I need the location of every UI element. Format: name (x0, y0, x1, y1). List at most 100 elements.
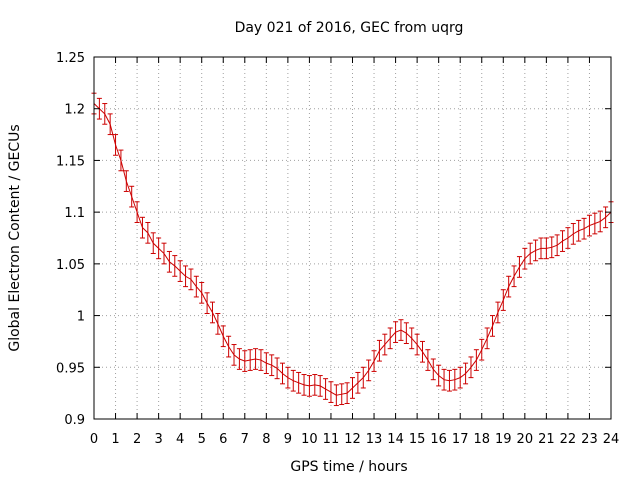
x-tick-label: 13 (366, 432, 383, 447)
error-bar (436, 364, 442, 387)
error-bar (209, 301, 215, 324)
error-bar (339, 383, 345, 406)
error-bar (145, 221, 151, 244)
error-bar (425, 349, 431, 371)
x-tick-label: 20 (517, 432, 534, 447)
error-bar (409, 327, 415, 350)
x-tick-label: 15 (409, 432, 426, 447)
y-tick-label: 1.25 (56, 51, 85, 66)
y-tick-label: 0.9 (64, 413, 85, 428)
error-bar (393, 321, 399, 343)
x-tick-label: 18 (473, 432, 490, 447)
error-bar (215, 313, 221, 335)
y-tick-label: 1.15 (56, 154, 85, 169)
x-axis-label: GPS time / hours (290, 459, 407, 475)
y-tick-label: 1.1 (64, 206, 85, 221)
error-bar (592, 212, 598, 235)
error-bar (554, 234, 560, 257)
x-tick-label: 24 (603, 432, 620, 447)
error-bar (172, 255, 178, 277)
error-bar (490, 315, 496, 337)
error-bar (506, 275, 512, 298)
error-bar (317, 375, 323, 397)
error-bar (516, 256, 522, 278)
error-bar (500, 289, 506, 311)
x-tick-label: 14 (387, 432, 404, 447)
y-tick-label: 1.05 (56, 258, 85, 273)
error-bar (161, 242, 167, 265)
error-bar (285, 366, 291, 389)
error-bar (328, 381, 334, 403)
x-tick-label: 2 (133, 432, 141, 447)
axis-ticks (93, 56, 612, 420)
error-bar (441, 368, 447, 391)
y-tick-label: 1 (77, 310, 85, 325)
error-bar (242, 350, 248, 372)
x-tick-label: 12 (344, 432, 361, 447)
x-tick-label: 17 (452, 432, 469, 447)
error-bar (263, 352, 269, 374)
error-bar (581, 217, 587, 240)
error-bar (511, 265, 517, 288)
error-bar (549, 236, 555, 259)
error-bar (156, 237, 162, 260)
error-bar (306, 375, 312, 397)
x-tick-label: 9 (284, 432, 292, 447)
error-bar (118, 149, 124, 172)
x-tick-label: 6 (219, 432, 227, 447)
error-bar (253, 348, 259, 370)
x-tick-label: 5 (198, 432, 206, 447)
error-bar (495, 301, 501, 324)
error-bar (576, 219, 582, 242)
error-bar (107, 113, 113, 136)
error-bar (296, 371, 302, 394)
error-bar (565, 227, 571, 249)
error-bar (603, 206, 609, 229)
error-bar (468, 356, 474, 379)
error-bar (312, 374, 318, 396)
error-bar (570, 223, 576, 245)
error-bar (484, 327, 490, 350)
error-bar (452, 368, 458, 391)
x-tick-label: 4 (176, 432, 184, 447)
error-bar (522, 247, 528, 270)
error-bar (350, 377, 355, 399)
error-bar (113, 134, 119, 156)
error-bar (586, 214, 592, 237)
error-bar (177, 260, 183, 282)
x-tick-label: 0 (90, 432, 98, 447)
error-bar (150, 232, 156, 255)
grid-lines (94, 57, 611, 419)
x-tick-label: 1 (111, 432, 119, 447)
error-bar (360, 366, 366, 389)
error-bar (220, 325, 226, 348)
error-bar (274, 357, 280, 380)
x-tick-label: 3 (154, 432, 162, 447)
error-bar (479, 338, 485, 361)
error-bar (543, 237, 549, 260)
x-tick-label: 10 (301, 432, 318, 447)
x-tick-label: 8 (262, 432, 270, 447)
x-tick-label: 19 (495, 432, 512, 447)
error-bar (323, 378, 329, 400)
error-bar (371, 350, 377, 372)
x-tick-label: 11 (323, 432, 340, 447)
error-bar (597, 210, 603, 233)
error-bar (344, 382, 350, 404)
y-tick-label: 1.2 (64, 103, 85, 118)
error-bar (204, 292, 210, 315)
gec-series (91, 92, 614, 407)
error-bar (166, 250, 172, 273)
y-axis-label: Global Electron Content / GECUs (7, 124, 23, 351)
error-bar (123, 170, 129, 192)
error-bar (560, 230, 566, 252)
error-bar (382, 333, 388, 356)
y-tick-label: 0.95 (56, 361, 85, 376)
x-tick-label: 7 (241, 432, 249, 447)
x-tick-label: 22 (560, 432, 577, 447)
x-tick-label: 21 (538, 432, 555, 447)
error-bar (403, 322, 409, 344)
error-bar (231, 344, 237, 366)
chart-title: Day 021 of 2016, GEC from uqrg (235, 20, 464, 36)
